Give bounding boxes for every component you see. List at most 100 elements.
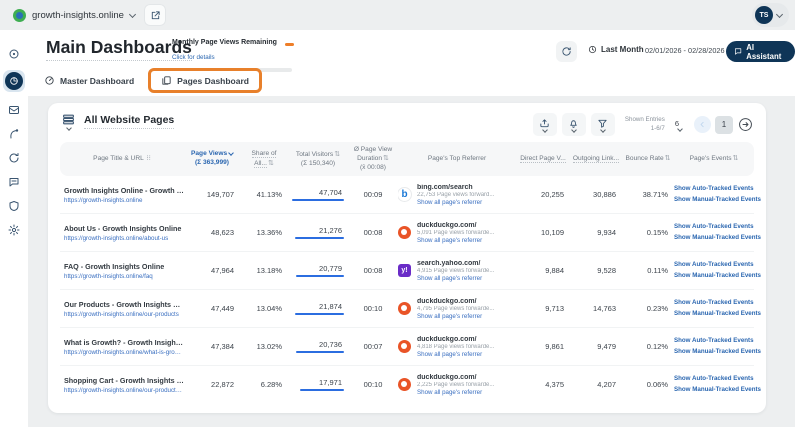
site-favicon-icon: [13, 8, 26, 22]
next-page-button[interactable]: [737, 116, 754, 133]
all-website-pages-widget: All Website Pages: [48, 103, 766, 413]
visitors-bar: [299, 388, 344, 392]
date-range-picker[interactable]: 02/01/2026 - 02/28/2026: [645, 45, 735, 55]
col-page-views[interactable]: Page Views (Σ 363,999): [184, 147, 240, 170]
referrer-domain[interactable]: duckduckgo.com/: [417, 373, 477, 381]
referrer-note: 4,818 Page views forwarde...: [417, 343, 495, 350]
col-title[interactable]: Page Title & URL ⁝⁝: [93, 155, 151, 163]
referrer-domain[interactable]: duckduckgo.com/: [417, 221, 477, 229]
page-url-link[interactable]: https://growth-insights.online/faq: [64, 272, 153, 280]
show-all-referrers-link[interactable]: Show all page's referrer: [417, 312, 483, 320]
sidebar-item-funnels[interactable]: [0, 146, 28, 170]
show-auto-tracked-events-link[interactable]: Show Auto-Tracked Events: [674, 260, 754, 268]
bounce-rate-value: 0.12%: [646, 342, 668, 351]
referrer-cell: duckduckgo.com/ 5,091 Page views forward…: [398, 222, 516, 244]
duration-value: 00:10: [363, 304, 383, 313]
open-website-button[interactable]: [144, 4, 166, 26]
col-events[interactable]: Page's Events⇅: [689, 155, 739, 163]
sidebar-item-consent[interactable]: [0, 194, 28, 218]
chevron-down-icon: [65, 125, 72, 131]
page-title-link[interactable]: About Us - Growth Insights Online: [64, 223, 182, 233]
bounce-rate-value: 0.11%: [647, 266, 668, 275]
show-auto-tracked-events-link[interactable]: Show Auto-Tracked Events: [674, 374, 754, 382]
page-url-link[interactable]: https://growth-insights.online: [64, 196, 143, 204]
col-outgoing[interactable]: Outgoing Link...: [572, 154, 620, 163]
show-auto-tracked-events-link[interactable]: Show Auto-Tracked Events: [674, 222, 754, 230]
page-title-link[interactable]: FAQ - Growth Insights Online: [64, 261, 165, 271]
show-manual-tracked-events-link[interactable]: Show Manual-Tracked Events: [674, 271, 761, 279]
referrer-cell: duckduckgo.com/ 2,225 Page views forward…: [398, 374, 516, 396]
show-manual-tracked-events-link[interactable]: Show Manual-Tracked Events: [674, 195, 761, 203]
pages-dashboard-highlight: Pages Dashboard: [148, 68, 262, 93]
referrer-domain[interactable]: bing.com/search: [417, 183, 473, 191]
prev-page-button[interactable]: [694, 116, 711, 133]
share-value: 41.13%: [256, 190, 282, 199]
page-size-select[interactable]: 6: [675, 119, 685, 132]
show-manual-tracked-events-link[interactable]: Show Manual-Tracked Events: [674, 347, 761, 355]
col-share[interactable]: Share of All...⇅: [251, 149, 277, 168]
referrer-domain[interactable]: duckduckgo.com/: [417, 335, 477, 343]
sidebar-item-messages[interactable]: [0, 98, 28, 122]
page-title-link[interactable]: What is Growth? - Growth Insights Online: [64, 337, 184, 347]
col-duration[interactable]: Ø Page View Duration⇅ (x̄ 00:08): [353, 145, 393, 171]
period-label: Last Month: [601, 45, 644, 54]
quota-details-link[interactable]: Click for details: [172, 54, 215, 61]
site-selector[interactable]: growth-insights.online: [13, 8, 136, 22]
referrer-domain[interactable]: search.yahoo.com/: [417, 259, 481, 267]
referrer-domain[interactable]: duckduckgo.com/: [417, 297, 477, 305]
funnel-icon: [598, 119, 608, 128]
col-direct[interactable]: Direct Page V...: [520, 154, 566, 163]
show-all-referrers-link[interactable]: Show all page's referrer: [417, 350, 483, 358]
tab-master-dashboard[interactable]: Master Dashboard: [44, 75, 134, 86]
referrer-cell: duckduckgo.com/ 4,795 Page views forward…: [398, 298, 516, 320]
show-all-referrers-link[interactable]: Show all page's referrer: [417, 274, 483, 282]
alerts-button[interactable]: [561, 113, 586, 136]
ai-assistant-button[interactable]: AI Assistant: [726, 41, 795, 62]
outgoing-links-value: 9,934: [597, 228, 616, 237]
visitors-cell: 20,736: [288, 340, 348, 354]
page-url-link[interactable]: https://growth-insights.online/what-is-g…: [64, 348, 184, 356]
refresh-button[interactable]: [556, 41, 577, 62]
user-menu[interactable]: TS: [752, 3, 789, 27]
show-manual-tracked-events-link[interactable]: Show Manual-Tracked Events: [674, 233, 761, 241]
current-page[interactable]: 1: [715, 115, 733, 134]
show-auto-tracked-events-link[interactable]: Show Auto-Tracked Events: [674, 184, 754, 192]
show-auto-tracked-events-link[interactable]: Show Auto-Tracked Events: [674, 336, 754, 344]
page-title-link[interactable]: Our Products - Growth Insights Online: [64, 299, 184, 309]
tab-pages-dashboard[interactable]: Pages Dashboard: [161, 75, 249, 86]
filter-button[interactable]: [590, 113, 615, 136]
export-button[interactable]: [532, 113, 557, 136]
col-visitors[interactable]: Total Visitors⇅ (Σ 150,340): [295, 150, 341, 167]
page-title-link[interactable]: Growth Insights Online - Growth Insights…: [64, 185, 184, 195]
chevron-down-icon: [128, 10, 136, 18]
widget-type-button[interactable]: [62, 113, 75, 131]
show-manual-tracked-events-link[interactable]: Show Manual-Tracked Events: [674, 385, 761, 393]
col-bounce[interactable]: Bounce Rate⇅: [625, 155, 671, 163]
page-title: Main Dashboards: [46, 37, 192, 61]
period-selector[interactable]: Last Month: [588, 45, 644, 54]
share-value: 13.04%: [256, 304, 282, 313]
sidebar-item-menu[interactable]: [0, 42, 28, 66]
show-manual-tracked-events-link[interactable]: Show Manual-Tracked Events: [674, 309, 761, 317]
outgoing-links-value: 14,763: [593, 304, 616, 313]
page-title-link[interactable]: Shopping Cart - Growth Insights Online: [64, 375, 184, 385]
show-all-referrers-link[interactable]: Show all page's referrer: [417, 236, 483, 244]
columns-icon: ⁝⁝: [146, 155, 151, 163]
referrer-note: 2,225 Page views forwarde...: [417, 381, 495, 388]
page-url-link[interactable]: https://growth-insights.online/our-produ…: [64, 386, 184, 394]
sidebar-item-dashboards[interactable]: [3, 70, 25, 92]
widget-title: All Website Pages: [84, 114, 175, 129]
tab-label: Pages Dashboard: [177, 75, 249, 86]
sidebar-item-settings[interactable]: [0, 218, 28, 242]
export-icon: [540, 118, 550, 127]
page-url-link[interactable]: https://growth-insights.online/our-produ…: [64, 310, 179, 318]
show-all-referrers-link[interactable]: Show all page's referrer: [417, 388, 483, 396]
outgoing-links-value: 9,479: [597, 342, 616, 351]
referrer-cell: bing.com/search 22,753 Page views forwar…: [398, 184, 516, 206]
show-auto-tracked-events-link[interactable]: Show Auto-Tracked Events: [674, 298, 754, 306]
sidebar-item-analytics[interactable]: [0, 122, 28, 146]
sidebar-item-tag-manager[interactable]: [0, 170, 28, 194]
dashboard-content: All Website Pages: [28, 96, 795, 427]
page-url-link[interactable]: https://growth-insights.online/about-us: [64, 234, 169, 242]
show-all-referrers-link[interactable]: Show all page's referrer: [417, 198, 483, 206]
